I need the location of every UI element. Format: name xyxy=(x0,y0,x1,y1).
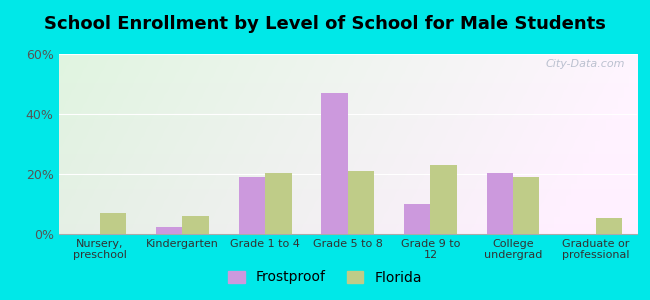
Bar xyxy=(265,172,292,234)
Bar xyxy=(513,177,540,234)
Bar xyxy=(595,218,622,234)
Bar xyxy=(404,204,430,234)
Bar xyxy=(430,165,457,234)
Bar xyxy=(100,213,126,234)
Bar xyxy=(348,171,374,234)
Bar xyxy=(321,93,348,234)
Bar xyxy=(183,216,209,234)
Bar xyxy=(239,177,265,234)
Bar xyxy=(487,172,513,234)
Text: School Enrollment by Level of School for Male Students: School Enrollment by Level of School for… xyxy=(44,15,606,33)
Legend: Frostproof, Florida: Frostproof, Florida xyxy=(222,265,428,290)
Bar xyxy=(156,226,183,234)
Text: City-Data.com: City-Data.com xyxy=(546,59,625,69)
